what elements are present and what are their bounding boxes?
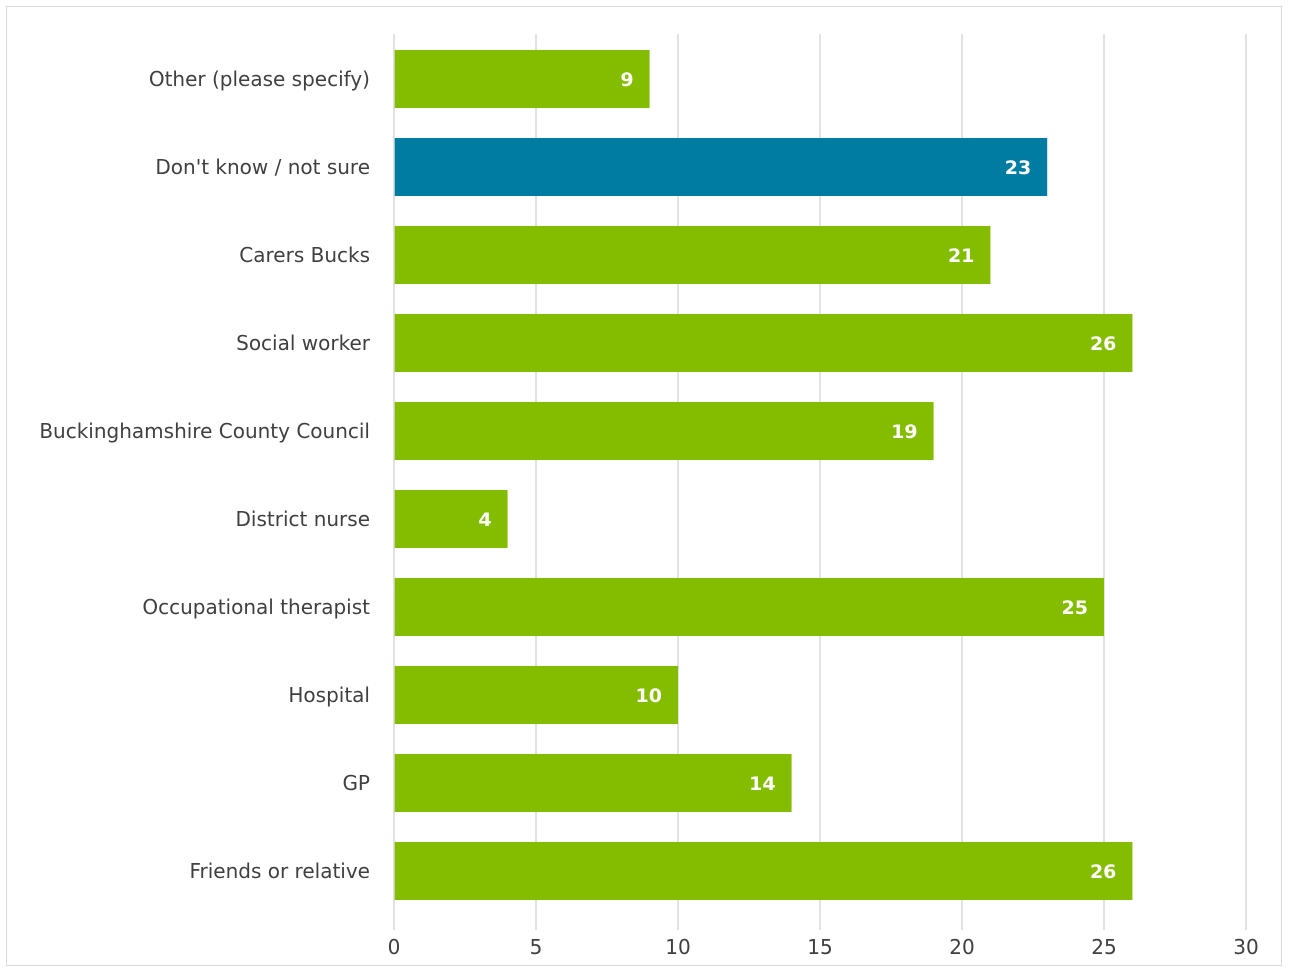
bar	[394, 138, 1048, 196]
category-label: Don't know / not sure	[155, 155, 370, 179]
category-label: Buckinghamshire County Council	[39, 419, 370, 443]
x-axis-tick-labels: 0 5 10 15 20 25 30	[388, 935, 1259, 959]
data-label: 19	[891, 421, 917, 443]
data-label: 9	[620, 69, 633, 91]
x-tick-label: 5	[530, 935, 543, 959]
data-label: 23	[1005, 157, 1031, 179]
category-label: Other (please specify)	[149, 67, 370, 91]
category-label: Social worker	[236, 331, 371, 355]
category-label: Friends or relative	[189, 859, 370, 883]
bar	[394, 50, 650, 108]
x-tick-label: 20	[949, 935, 974, 959]
data-label: 10	[636, 685, 662, 707]
x-tick-label: 15	[807, 935, 832, 959]
category-label: Hospital	[288, 683, 370, 707]
bars: 9 23 21 26 19 4 25 10 14 26	[394, 50, 1133, 900]
bar	[394, 490, 508, 548]
category-labels: Other (please specify) Don't know / not s…	[39, 67, 370, 883]
data-label: 26	[1090, 333, 1116, 355]
category-label: Carers Bucks	[239, 243, 370, 267]
bar	[394, 754, 792, 812]
bar	[394, 226, 991, 284]
data-label: 21	[948, 245, 974, 267]
data-label: 4	[478, 509, 491, 531]
data-label: 26	[1090, 861, 1116, 883]
data-label: 14	[749, 773, 775, 795]
category-label: GP	[342, 771, 370, 795]
bar	[394, 578, 1104, 636]
bar	[394, 402, 934, 460]
x-tick-label: 25	[1091, 935, 1116, 959]
x-tick-label: 10	[665, 935, 690, 959]
category-label: District nurse	[236, 507, 371, 531]
bar	[394, 666, 678, 724]
data-label: 25	[1062, 597, 1088, 619]
bar	[394, 842, 1133, 900]
x-tick-label: 0	[388, 935, 401, 959]
bar	[394, 314, 1133, 372]
x-tick-label: 30	[1233, 935, 1258, 959]
category-label: Occupational therapist	[142, 595, 370, 619]
